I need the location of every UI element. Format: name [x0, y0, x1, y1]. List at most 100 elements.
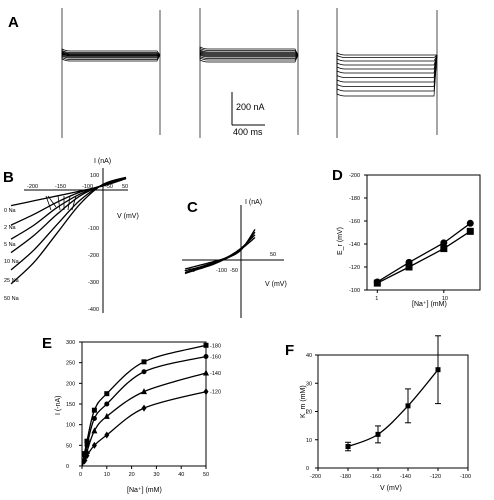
current-trace — [336, 54, 438, 58]
marker-square — [375, 431, 381, 437]
reversal-arrow — [67, 195, 71, 211]
panel-b-conc-labels: 0 Na 2 Na 5 Na 10 Na 25 Na 50 Na — [4, 208, 20, 302]
d-y-tick: -200 — [349, 173, 360, 179]
marker-diamond — [203, 388, 209, 396]
b-conc-label: 50 Na — [4, 296, 20, 302]
panel-b-reversal-arrows — [45, 195, 77, 211]
marker-square — [435, 367, 441, 373]
f-y-tick: 10 — [306, 438, 312, 444]
c-x-tick: 50 — [270, 252, 276, 258]
current-trace — [199, 50, 299, 56]
b-x-tick: -150 — [55, 184, 66, 190]
e-fit-curve — [81, 390, 207, 467]
panel-f: F 0 10 20 30 40 -200 -180 -160 -140 -120 -100 K_m … — [285, 335, 471, 492]
current-trace — [336, 54, 438, 70]
marker-circle — [141, 369, 147, 375]
current-trace — [336, 54, 438, 78]
scale-time-label: 400 ms — [233, 127, 263, 137]
e-y-tick: 100 — [66, 423, 75, 429]
e-y-tick: 300 — [66, 340, 75, 346]
panel-b: B -200 -150 -100 -50 50 100 -100 -200 -3… — [3, 158, 139, 313]
b-y-tick: -200 — [88, 253, 99, 259]
b-conc-label: 2 Na — [4, 225, 17, 231]
e-y-tick: 150 — [66, 402, 75, 408]
b-x-tick: 50 — [122, 184, 128, 190]
panel-c-ylabel: I (nA) — [245, 199, 262, 206]
d-y-tick: -140 — [349, 242, 360, 248]
b-conc-label: 5 Na — [4, 242, 17, 248]
marker-circle — [466, 219, 474, 227]
marker-circle — [373, 278, 381, 286]
panel-e-plot: -180 -160 -140 -120 — [81, 342, 221, 467]
current-trace — [61, 54, 161, 58]
marker-diamond — [81, 457, 87, 465]
panel-f-xlabel: V (mV) — [380, 485, 402, 492]
marker-circle — [91, 415, 97, 421]
e-fit-curve — [81, 372, 207, 467]
reversal-arrow — [57, 195, 61, 211]
d-x-tick: 1 — [375, 296, 378, 302]
marker-square — [440, 245, 448, 253]
e-x-tick: 40 — [178, 472, 184, 478]
e-x-tick: 30 — [153, 472, 159, 478]
panel-a-traces — [61, 8, 438, 138]
current-trace — [336, 54, 438, 83]
panel-b-y-ticks: 100 -100 -200 -300 -400 — [88, 173, 99, 313]
panel-d-xlabel: [Na⁺] (mM) — [412, 301, 447, 308]
marker-square — [203, 342, 209, 348]
c-x-tick: -100 — [216, 268, 227, 274]
panel-d-label: D — [332, 167, 343, 184]
iv-curve — [10, 176, 127, 271]
panel-b-label: B — [3, 169, 14, 186]
iv-curve — [184, 234, 256, 272]
marker-square — [104, 391, 110, 397]
b-conc-label: 10 Na — [4, 259, 20, 265]
panel-e-xlabel: [Na⁺] (mM) — [127, 487, 162, 494]
e-y-tick: 250 — [66, 361, 75, 367]
c-x-tick: -50 — [230, 268, 238, 274]
d-y-tick: -180 — [349, 196, 360, 202]
panel-a-label: A — [8, 14, 19, 31]
marker-diamond — [91, 441, 97, 449]
marker-triangle — [91, 427, 98, 434]
panel-c-xlabel: V (mV) — [265, 281, 287, 288]
km-curve — [347, 369, 439, 448]
f-x-tick: -200 — [310, 474, 321, 480]
d-y-tick: -160 — [349, 219, 360, 225]
panel-e-ylabel: I (-nA) — [55, 396, 62, 415]
d-y-tick: -100 — [349, 288, 360, 294]
marker-diamond — [104, 431, 110, 439]
b-conc-label: 0 Na — [4, 208, 17, 214]
panel-b-x-ticks: -200 -150 -100 -50 50 — [27, 184, 128, 190]
e-series-label: -180 — [210, 343, 221, 349]
er-line — [376, 222, 471, 283]
e-series-label: -160 — [210, 354, 221, 360]
panel-f-ticks: 0 10 20 30 40 -200 -180 -160 -140 -120 -100 — [306, 353, 471, 480]
panel-c-label: C — [187, 199, 198, 216]
e-x-tick: 0 — [79, 472, 82, 478]
d-y-tick: -120 — [349, 265, 360, 271]
reversal-arrow — [71, 195, 77, 211]
b-y-tick: 100 — [90, 173, 99, 179]
e-series-label: -120 — [210, 390, 221, 396]
panel-b-curves — [10, 176, 127, 285]
iv-curve — [184, 229, 256, 275]
marker-triangle — [203, 369, 209, 376]
f-x-tick: -180 — [340, 474, 351, 480]
panel-f-label: F — [285, 342, 294, 359]
panel-f-frame — [317, 354, 469, 469]
f-y-tick: 40 — [306, 353, 312, 359]
panel-b-xlabel: V (mV) — [117, 213, 139, 220]
current-trace — [336, 52, 437, 56]
panel-a: A 200 nA 400 ms — [8, 8, 438, 138]
current-trace — [336, 54, 438, 62]
panel-d: D -200 -180 -160 -140 -120 -100 1 10 E_r (mV) [… — [332, 167, 481, 308]
marker-square — [84, 438, 90, 444]
panel-d-ticks: -200 -180 -160 -140 -120 -100 1 10 — [349, 173, 448, 302]
panel-e-ticks: 0 50 100 150 200 250 300 0 10 20 30 40 50 — [66, 340, 209, 478]
panel-f-ylabel: K_m (mM) — [300, 385, 307, 418]
f-y-tick: 0 — [306, 466, 309, 472]
e-y-tick: 50 — [66, 443, 72, 449]
